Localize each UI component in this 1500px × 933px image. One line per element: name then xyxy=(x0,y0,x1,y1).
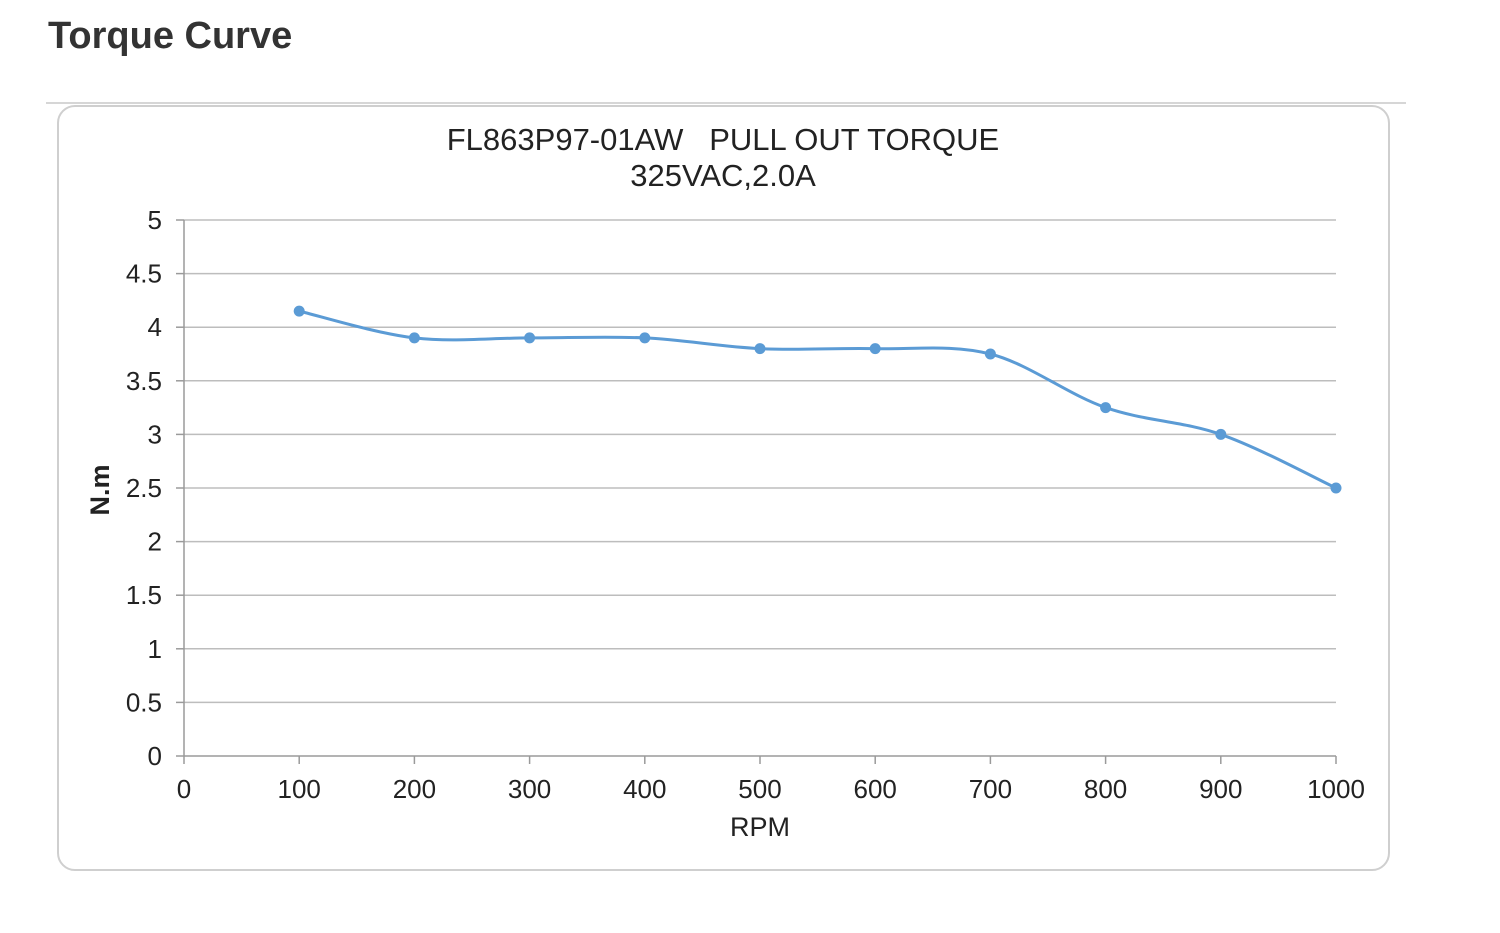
chart-title: FL863P97-01AW PULL OUT TORQUE xyxy=(447,122,999,157)
x-tick-label: 0 xyxy=(177,774,191,804)
y-tick-label: 3 xyxy=(148,419,162,449)
y-tick-label: 4.5 xyxy=(126,259,162,289)
data-point xyxy=(408,332,420,344)
y-tick-label: 4 xyxy=(148,312,162,342)
y-tick-label: 5 xyxy=(148,205,162,235)
y-tick-label: 2.5 xyxy=(126,473,162,503)
x-tick-label: 300 xyxy=(508,774,551,804)
y-tick-label: 0 xyxy=(148,741,162,771)
divider xyxy=(46,102,1406,104)
y-tick-label: 1.5 xyxy=(126,580,162,610)
tick-labels: 0 0.5 1 1.5 2 2.5 3 3.5 4 4.5 5 0 100 200 300 400 500 600… xyxy=(126,205,1365,804)
x-tick-label: 600 xyxy=(854,774,897,804)
data-point xyxy=(1100,402,1112,414)
data-point xyxy=(293,305,305,317)
y-axis-title: N.m xyxy=(85,464,115,515)
data-point xyxy=(639,332,651,344)
chart-subtitle: 325VAC,2.0A xyxy=(630,158,816,193)
data-point xyxy=(869,343,881,355)
y-tick-label: 0.5 xyxy=(126,687,162,717)
x-tick-label: 900 xyxy=(1199,774,1242,804)
x-tick-label: 700 xyxy=(969,774,1012,804)
data-point xyxy=(1215,428,1227,440)
x-tick-label: 400 xyxy=(623,774,666,804)
data-point xyxy=(1330,482,1342,494)
x-tick-label: 500 xyxy=(738,774,781,804)
data-point xyxy=(984,348,996,360)
series-line xyxy=(298,309,1337,490)
x-tick-label: 200 xyxy=(393,774,436,804)
x-tick-label: 800 xyxy=(1084,774,1127,804)
x-tick-label: 100 xyxy=(278,774,321,804)
series xyxy=(293,305,1342,494)
y-tick-label: 2 xyxy=(148,527,162,557)
y-tick-label: 1 xyxy=(148,634,162,664)
x-tick-label: 1000 xyxy=(1307,774,1365,804)
page-title: Torque Curve xyxy=(48,15,293,57)
gridlines xyxy=(184,219,1336,704)
data-point xyxy=(524,332,536,344)
y-tick-label: 3.5 xyxy=(126,366,162,396)
x-axis-title: RPM xyxy=(730,812,790,842)
data-point xyxy=(754,343,766,355)
axes xyxy=(176,219,1337,764)
